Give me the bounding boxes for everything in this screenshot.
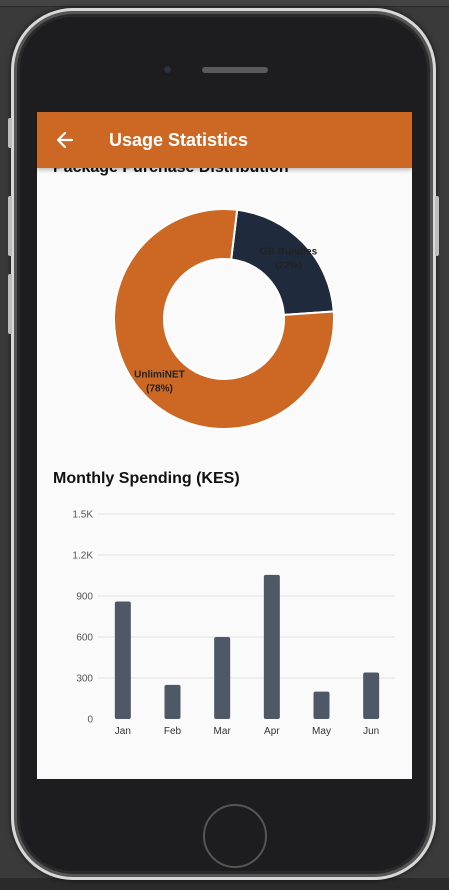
x-tick-label: Jan (115, 726, 131, 737)
volume-up-button (8, 196, 12, 256)
x-tick-label: May (312, 726, 331, 737)
y-tick-label: 600 (76, 633, 93, 644)
desktop-top-bar (0, 0, 449, 7)
slice-label: UnlimiNET (134, 369, 185, 380)
bar-jun[interactable] (363, 672, 380, 719)
spending-title: Monthly Spending (KES) (53, 470, 240, 487)
x-tick-label: Feb (164, 726, 182, 737)
power-button (435, 196, 439, 256)
app-bar: Usage Statistics (37, 112, 412, 168)
x-tick-label: Mar (214, 726, 232, 737)
y-tick-label: 900 (76, 592, 93, 603)
bar-jan[interactable] (114, 601, 131, 719)
arrow-left-icon (56, 131, 74, 149)
mute-switch (8, 118, 12, 148)
bar-feb[interactable] (164, 684, 181, 719)
bar-apr[interactable] (263, 574, 280, 719)
donut-slice-gb-bundles[interactable] (230, 208, 335, 316)
desktop-bottom-bar (0, 878, 449, 890)
y-tick-label: 0 (87, 715, 93, 726)
back-button[interactable] (37, 112, 93, 168)
earpiece-speaker (202, 67, 268, 73)
bar-mar[interactable] (214, 637, 231, 719)
x-tick-label: Apr (264, 726, 280, 737)
package-distribution-donut-chart: GB Bundles (22%) UnlimiNET (78%) (113, 208, 335, 430)
slice-label: GB Bundles (260, 247, 318, 258)
y-tick-label: 1.2K (72, 551, 93, 562)
home-button[interactable] (203, 804, 267, 868)
monthly-spending-bar-chart: 0 300 600 900 1.2K 1.5K Jan Feb Mar Apr May Jun (72, 510, 395, 737)
x-tick-label: Jun (363, 726, 379, 737)
donut-slice-unliminet[interactable] (113, 208, 335, 430)
app-screen: Usage Statistics Package Purchase Distri… (37, 112, 412, 779)
y-tick-label: 300 (76, 674, 93, 685)
y-tick-label: 1.5K (72, 510, 93, 521)
page-title: Usage Statistics (109, 129, 249, 150)
slice-percent-label: (78%) (146, 383, 173, 394)
slice-percent-label: (22%) (275, 261, 302, 272)
front-camera (163, 65, 172, 74)
volume-down-button (8, 274, 12, 334)
bar-may[interactable] (313, 691, 330, 719)
